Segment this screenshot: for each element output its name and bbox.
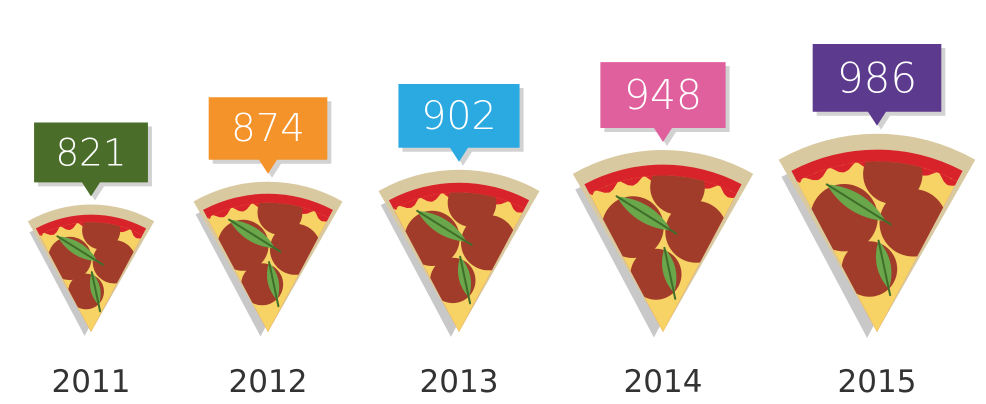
value-label: 821 [56,130,127,174]
callout-box [34,122,148,197]
pepperoni-3-3 [650,175,705,215]
year-label-2014: 2014 [624,364,703,400]
basil-leaf-0-0 [56,235,104,266]
value-label: 902 [421,93,496,139]
pizza-slice-2014 [572,149,754,338]
pepperoni-2-3 [447,192,497,228]
year-label-2015: 2015 [838,364,917,400]
basil-leaf-4-0 [825,183,892,226]
year-label-2012: 2012 [229,364,308,400]
value-label: 948 [624,71,702,119]
slices-layer [27,133,976,338]
basil-leaf-2-0 [416,209,473,246]
basil-leaf-3-0 [615,195,678,235]
year-label-2011: 2011 [52,364,131,400]
value-label: 874 [231,106,305,151]
pizza-slice-2015 [778,133,976,338]
callout-box [398,83,520,162]
basil-leaf-3-1 [662,246,677,300]
pepperoni-1-3 [257,202,303,235]
callout-box [600,62,726,142]
year-label-2013: 2013 [420,364,499,400]
pepperoni-0-3 [82,222,121,250]
value-callout-2015: 986 [812,44,946,130]
value-callout-2014: 948 [600,62,730,146]
value-callout-2013: 902 [398,83,524,166]
pizza-slice-2012 [193,181,343,337]
labels-layer: 821 2011 874 2012 902 2013 948 2014 986 2015 [34,44,946,400]
pizza-slice-2011 [27,204,155,336]
value-callout-2011: 821 [34,122,152,201]
basil-leaf-1-1 [267,261,280,308]
pepperoni-4-3 [863,161,923,204]
callout-box [208,97,328,174]
basil-leaf-0-1 [89,271,102,313]
basil-leaf-4-1 [876,239,892,297]
basil-leaf-1-0 [228,218,282,253]
value-label: 986 [837,53,917,102]
callout-box [812,44,942,126]
value-callout-2012: 874 [208,97,332,178]
basil-leaf-2-1 [458,255,472,305]
pizza-slice-2013 [378,169,540,337]
